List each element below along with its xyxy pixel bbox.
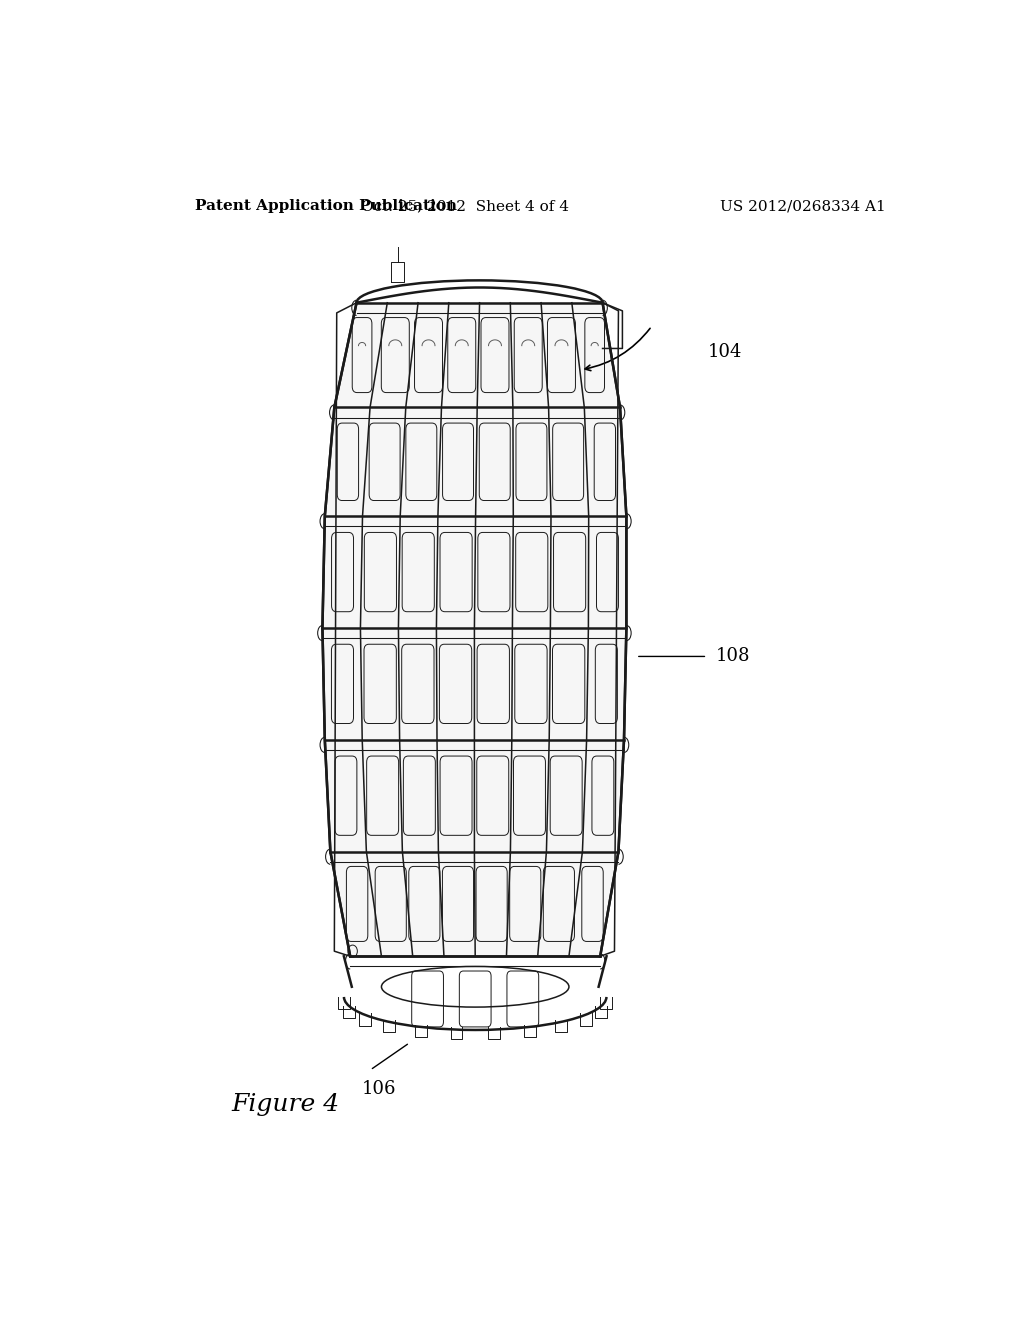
Text: Oct. 25, 2012  Sheet 4 of 4: Oct. 25, 2012 Sheet 4 of 4	[361, 199, 569, 213]
Polygon shape	[406, 302, 449, 408]
Polygon shape	[585, 408, 627, 516]
Text: Patent Application Publication: Patent Application Publication	[196, 199, 458, 213]
Polygon shape	[474, 516, 513, 628]
Polygon shape	[510, 302, 549, 408]
Polygon shape	[398, 516, 438, 628]
Polygon shape	[512, 628, 550, 739]
Polygon shape	[362, 739, 402, 851]
Polygon shape	[400, 408, 441, 516]
Polygon shape	[474, 739, 512, 851]
Polygon shape	[474, 851, 510, 956]
Polygon shape	[437, 739, 474, 851]
Polygon shape	[477, 302, 513, 408]
Polygon shape	[589, 516, 627, 628]
Polygon shape	[541, 302, 585, 408]
Polygon shape	[362, 408, 406, 516]
Polygon shape	[569, 851, 618, 956]
Polygon shape	[583, 739, 624, 851]
Polygon shape	[547, 739, 587, 851]
Polygon shape	[538, 851, 583, 956]
Polygon shape	[549, 408, 589, 516]
Polygon shape	[323, 516, 362, 628]
Polygon shape	[370, 302, 418, 408]
Text: Figure 4: Figure 4	[231, 1093, 339, 1117]
Polygon shape	[550, 516, 589, 628]
Polygon shape	[402, 851, 444, 956]
Polygon shape	[475, 408, 513, 516]
Polygon shape	[474, 628, 512, 739]
Polygon shape	[513, 408, 551, 516]
Polygon shape	[360, 516, 400, 628]
Polygon shape	[325, 408, 370, 516]
Polygon shape	[571, 302, 620, 408]
Text: US 2012/0268334 A1: US 2012/0268334 A1	[720, 199, 886, 213]
Polygon shape	[438, 408, 477, 516]
Polygon shape	[398, 628, 437, 739]
Polygon shape	[441, 302, 479, 408]
Polygon shape	[438, 851, 475, 956]
Polygon shape	[549, 628, 589, 739]
Polygon shape	[323, 628, 362, 739]
Text: 104: 104	[708, 342, 741, 360]
Text: 108: 108	[715, 647, 750, 665]
Text: 106: 106	[362, 1080, 396, 1098]
Polygon shape	[507, 851, 547, 956]
Polygon shape	[510, 739, 549, 851]
Polygon shape	[325, 739, 367, 851]
Polygon shape	[331, 851, 382, 956]
Polygon shape	[399, 739, 438, 851]
Polygon shape	[360, 628, 399, 739]
Polygon shape	[512, 516, 551, 628]
Polygon shape	[587, 628, 627, 739]
Polygon shape	[436, 628, 474, 739]
Polygon shape	[334, 302, 387, 408]
Polygon shape	[436, 516, 475, 628]
Polygon shape	[367, 851, 413, 956]
